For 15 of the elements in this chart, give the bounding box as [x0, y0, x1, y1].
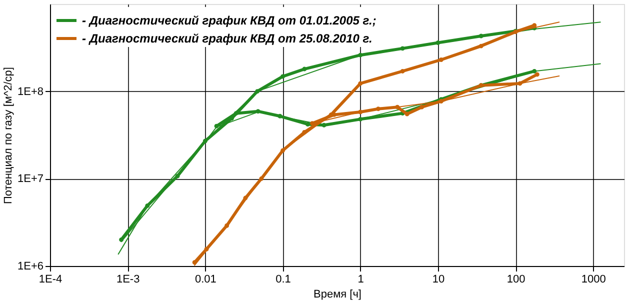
legend-label: - Диагностический график КВД от 25.08.2010 г. [82, 32, 372, 46]
x-tick-label: 1 [358, 274, 364, 286]
y-axis-title: Потенциал по газу [м^2/ср] [2, 67, 15, 204]
y-tick-label: 1E+8 [18, 86, 44, 98]
x-tick-label: 10 [432, 274, 445, 286]
x-axis-title: Время [ч] [314, 288, 362, 300]
y-tick-label: 1E+6 [18, 260, 44, 272]
x-tick-label: 0.01 [194, 274, 216, 286]
x-tick-label: 1000 [581, 274, 606, 286]
x-tick-label: 1E-3 [116, 274, 140, 286]
y-tick-label: 1E+7 [18, 173, 44, 186]
x-tick-label: 1E-4 [38, 274, 62, 286]
legend-label: - Диагностический график КВД от 01.01.2005 г.; [82, 14, 376, 28]
x-tick-label: 100 [506, 274, 526, 286]
x-tick-label: 0.1 [276, 274, 291, 286]
